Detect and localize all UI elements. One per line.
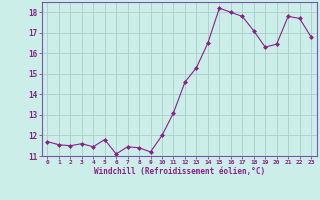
X-axis label: Windchill (Refroidissement éolien,°C): Windchill (Refroidissement éolien,°C) <box>94 167 265 176</box>
